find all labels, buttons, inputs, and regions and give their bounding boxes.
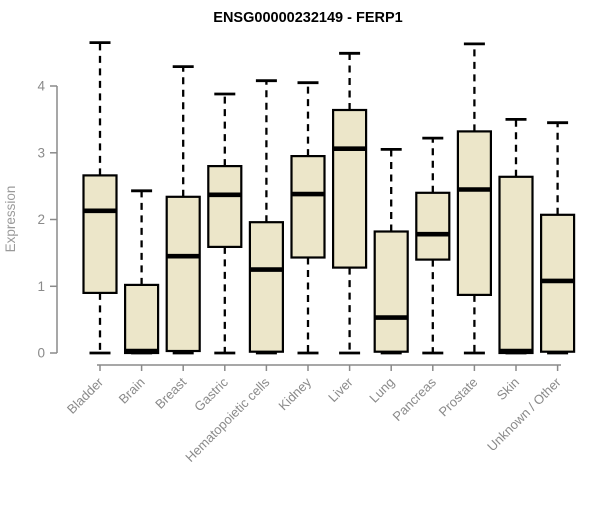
iqr-box (415, 191, 451, 261)
x-tick-label-gastric: Gastric (191, 374, 231, 414)
iqr-box (290, 155, 326, 259)
boxplot-prostate (456, 42, 492, 355)
y-tick-label-0: 0 (37, 346, 45, 361)
boxplot-gastric (207, 92, 243, 355)
boxplot-skin (498, 118, 534, 355)
x-tick-label-bladder: Bladder (64, 374, 107, 417)
boxplot-brain (123, 189, 160, 355)
boxplot-pancreas (415, 136, 451, 355)
x-tick-label-lung: Lung (366, 375, 397, 406)
iqr-box (332, 108, 368, 269)
x-tick-label-skin: Skin (494, 375, 522, 403)
boxplot-hematopoietic-cells (248, 79, 284, 355)
iqr-box (498, 175, 534, 355)
x-tick-label-prostate: Prostate (436, 375, 481, 420)
y-tick-label-4: 4 (37, 79, 45, 94)
boxplot-kidney (290, 81, 326, 355)
iqr-box (456, 130, 492, 296)
boxplot-breast (165, 65, 201, 355)
x-tick-label-brain: Brain (116, 375, 148, 407)
x-tick-label-unknown-other: Unknown / Other (484, 374, 564, 454)
boxplot-lung (373, 147, 409, 355)
x-tick-label-breast: Breast (152, 374, 189, 411)
y-axis-label: Expression (3, 186, 18, 253)
x-tick-label-kidney: Kidney (275, 374, 314, 413)
boxplot-unknown-other (539, 121, 576, 355)
iqr-box (539, 213, 576, 353)
iqr-box (207, 165, 243, 249)
boxplot-liver (332, 51, 368, 355)
y-tick-label-2: 2 (37, 212, 45, 227)
x-tick-label-liver: Liver (325, 374, 356, 405)
y-tick-label-3: 3 (37, 145, 45, 160)
boxplot-bladder (82, 41, 118, 355)
iqr-box (123, 283, 160, 355)
iqr-box (165, 195, 201, 353)
y-tick-label-1: 1 (37, 279, 45, 294)
x-tick-label-pancreas: Pancreas (389, 374, 439, 424)
chart-title: ENSG00000232149 - FERP1 (213, 10, 402, 26)
iqr-box (373, 230, 409, 353)
iqr-box (248, 221, 284, 353)
iqr-box (82, 174, 118, 294)
